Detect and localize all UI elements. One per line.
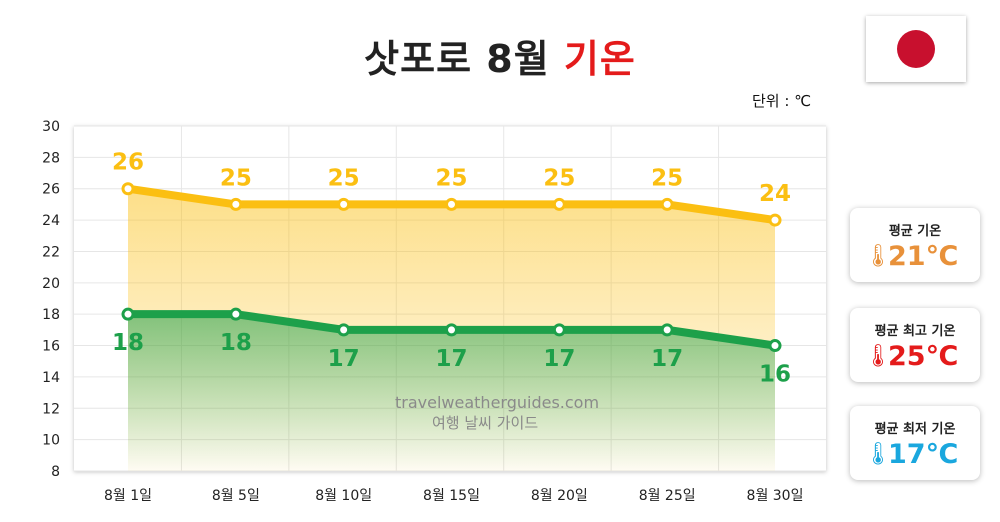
data-label: 25 — [220, 165, 252, 191]
data-point — [660, 323, 674, 337]
title-accent: 기온 — [563, 37, 636, 81]
card-average-value: 21℃ — [888, 241, 959, 272]
y-tick-label: 28 — [42, 150, 60, 166]
data-label: 17 — [651, 346, 683, 372]
y-tick-label: 24 — [42, 213, 60, 229]
data-point — [337, 197, 351, 211]
data-point — [768, 213, 782, 227]
data-point — [445, 197, 458, 211]
y-tick-label: 10 — [42, 433, 60, 449]
card-average-temp: 평균 기온 🌡 21℃ — [850, 208, 980, 282]
card-min-label: 평균 최저 기온 — [874, 422, 956, 437]
card-max-temp: 평균 최고 기온 🌡 25℃ — [850, 308, 980, 382]
data-point — [121, 182, 135, 196]
y-axis: 8 10 12 14 16 18 20 22 24 26 28 30 — [42, 119, 60, 480]
x-tick-label: 8월 15일 — [423, 488, 480, 504]
x-tick-label: 8월 25일 — [639, 488, 696, 504]
data-label: 17 — [543, 346, 575, 372]
data-point — [229, 307, 243, 321]
card-max-label: 평균 최고 기온 — [874, 324, 956, 339]
thermometer-icon: 🌡 — [864, 244, 892, 269]
card-min-value: 17℃ — [888, 439, 959, 470]
y-tick-label: 26 — [42, 182, 60, 198]
x-tick-label: 8월 1일 — [104, 488, 152, 504]
data-point — [552, 197, 566, 211]
data-point — [552, 323, 566, 337]
data-label: 25 — [651, 165, 683, 191]
data-labels: 26 25 25 25 25 25 24 18 18 17 17 17 17 16 — [112, 150, 791, 388]
data-label: 25 — [543, 165, 575, 191]
data-point — [445, 323, 458, 337]
card-min-temp: 평균 최저 기온 🌡 17℃ — [850, 406, 980, 480]
thermometer-icon: 🌡 — [864, 442, 892, 467]
card-max-value: 25℃ — [888, 341, 959, 372]
data-point — [660, 197, 674, 211]
unit-label: 단위 : ℃ — [752, 92, 812, 110]
y-tick-label: 22 — [42, 244, 60, 260]
x-tick-label: 8월 30일 — [747, 488, 804, 504]
title-main: 삿포로 8월 — [364, 37, 550, 81]
watermark-text: 여행 날씨 가이드 — [432, 414, 539, 432]
data-point — [121, 307, 135, 321]
x-axis: 8월 1일 8월 5일 8월 10일 8월 15일 8월 20일 8월 25일 8월 30일 — [104, 488, 803, 504]
data-label: 18 — [112, 330, 144, 356]
japan-flag-icon — [866, 16, 966, 82]
y-tick-label: 12 — [42, 401, 60, 417]
watermark-url: travelweatherguides.com — [395, 393, 600, 412]
x-tick-label: 8월 20일 — [531, 488, 588, 504]
y-tick-label: 30 — [42, 119, 60, 135]
data-label: 17 — [435, 346, 467, 372]
data-label: 17 — [328, 346, 360, 372]
data-point — [768, 339, 782, 353]
data-label: 16 — [759, 362, 791, 388]
data-point — [337, 323, 351, 337]
data-point — [229, 197, 243, 211]
chart-title: 삿포로 8월 기온 — [0, 28, 1000, 83]
series-area — [128, 314, 775, 471]
x-tick-label: 8월 10일 — [315, 488, 372, 504]
y-tick-label: 14 — [42, 370, 60, 386]
y-tick-label: 20 — [42, 276, 60, 292]
data-label: 26 — [112, 150, 144, 176]
y-tick-label: 8 — [51, 464, 60, 480]
data-label: 18 — [220, 330, 252, 356]
x-tick-label: 8월 5일 — [212, 488, 260, 504]
data-label: 24 — [759, 181, 791, 207]
thermometer-icon: 🌡 — [864, 344, 892, 369]
series-points — [121, 182, 782, 353]
y-tick-label: 18 — [42, 307, 60, 323]
card-average-label: 평균 기온 — [888, 224, 942, 239]
y-tick-label: 16 — [42, 339, 60, 355]
data-label: 25 — [435, 165, 467, 191]
data-label: 25 — [328, 165, 360, 191]
